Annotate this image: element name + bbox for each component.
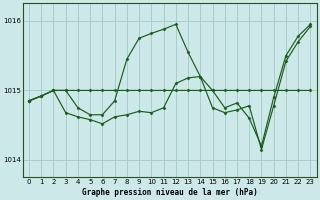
X-axis label: Graphe pression niveau de la mer (hPa): Graphe pression niveau de la mer (hPa) [82, 188, 258, 197]
